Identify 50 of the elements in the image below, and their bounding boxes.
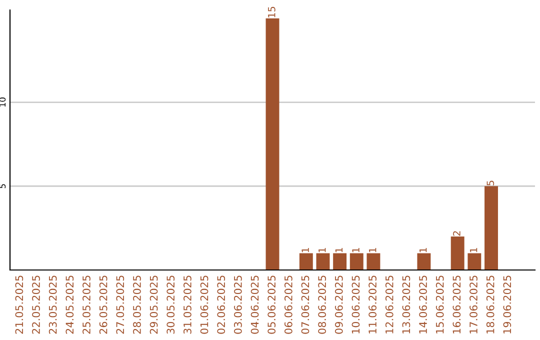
bar (484, 186, 498, 270)
x-tick-label: 04.06.2025 (250, 276, 259, 334)
data-label: 1 (302, 248, 309, 252)
x-tick-label: 15.06.2025 (436, 276, 444, 334)
x-tick-label: 07.06.2025 (301, 276, 310, 334)
data-label: 1 (369, 248, 376, 252)
bar (316, 253, 330, 270)
data-label: 1 (420, 248, 427, 252)
x-tick-label: 14.06.2025 (419, 276, 427, 334)
x-tick-label: 05.06.2025 (268, 276, 276, 334)
bar (450, 236, 464, 270)
x-tick-label: 25.05.2025 (82, 276, 90, 334)
x-tick-label: 11.06.2025 (368, 276, 376, 334)
x-tick-label: 03.06.2025 (234, 276, 242, 334)
bar (468, 253, 482, 270)
x-tick-label: 31.05.2025 (184, 276, 192, 334)
bar (417, 253, 431, 270)
data-label: 15 (268, 6, 276, 18)
x-tick-label: 08.06.2025 (318, 276, 326, 334)
x-tick-label: 22.05.2025 (32, 276, 40, 334)
bar (333, 253, 347, 270)
x-tick-label: 13.06.2025 (402, 276, 410, 334)
x-tick-label: 16.06.2025 (452, 276, 461, 334)
x-tick-label: 27.05.2025 (116, 276, 124, 334)
data-label: 1 (470, 248, 478, 252)
x-tick-label: 01.06.2025 (200, 276, 208, 334)
x-tick-label: 18.06.2025 (486, 276, 494, 334)
x-tick-label: 17.06.2025 (470, 276, 478, 334)
data-label: 2 (453, 231, 460, 236)
data-label: 1 (335, 248, 342, 252)
x-tick-label: 26.05.2025 (99, 276, 108, 334)
bar (366, 253, 380, 270)
bar (266, 18, 280, 270)
bar (350, 253, 364, 270)
data-label: 1 (352, 248, 360, 252)
x-tick-label: 02.06.2025 (217, 276, 226, 334)
x-tick-label: 23.05.2025 (48, 276, 57, 334)
x-tick-label: 28.05.2025 (133, 276, 141, 334)
data-label: 1 (318, 248, 326, 252)
x-tick-label: 29.05.2025 (150, 276, 158, 334)
x-tick-label: 30.05.2025 (166, 276, 175, 334)
x-tick-label: 10.06.2025 (352, 276, 360, 334)
x-tick-label: 24.05.2025 (66, 276, 74, 334)
x-tick-label: 09.06.2025 (334, 276, 343, 334)
bar (299, 253, 313, 270)
data-label: 5 (486, 180, 494, 186)
x-tick-label: 21.05.2025 (15, 276, 24, 334)
x-tick-label: 06.06.2025 (284, 276, 292, 334)
x-tick-label: 12.06.2025 (385, 276, 394, 334)
x-tick-label: 19.06.2025 (503, 276, 512, 334)
